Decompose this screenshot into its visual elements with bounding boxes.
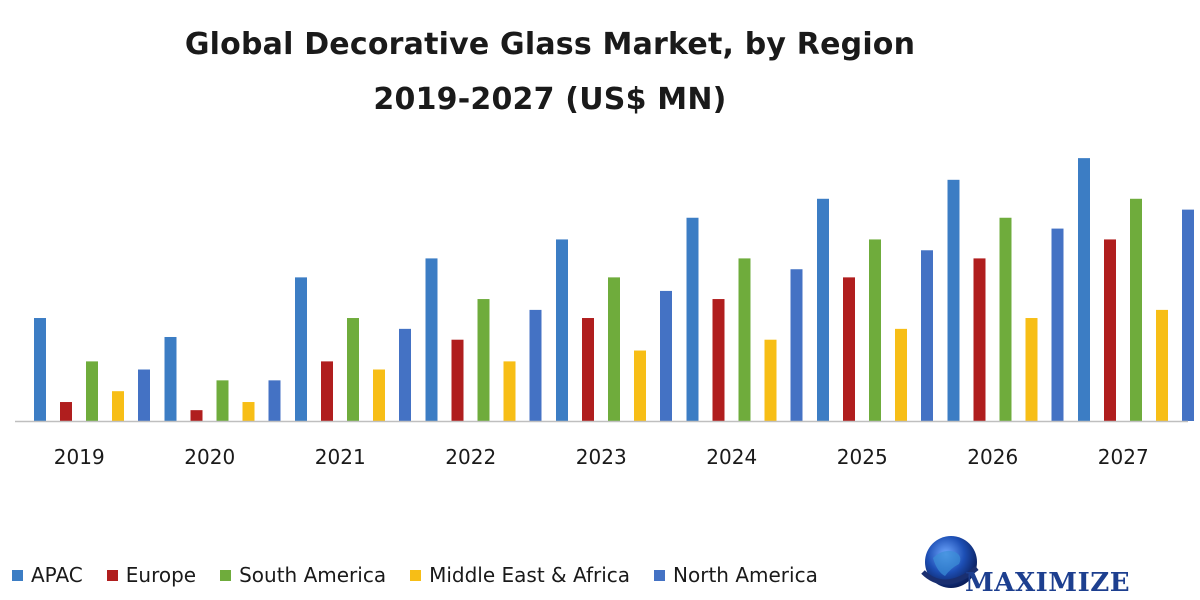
bar-south-america-2019 (86, 361, 98, 421)
bar-apac-2022 (425, 258, 438, 421)
bar-apac-2027 (1078, 158, 1090, 421)
x-tick-labels: 2019 2020 2021 2022 2023 2024 2025 2026 2027 (54, 445, 1149, 469)
bar-middle-east-africa-2027 (1156, 309, 1168, 421)
legend-swatch-apac (12, 569, 23, 581)
x-tick-label-2022: 2022 (445, 445, 496, 469)
bar-north-america-2019 (138, 369, 150, 421)
bar-europe-2021 (321, 361, 333, 421)
legend: APAC Europe South America Middle East & Afr… (12, 563, 842, 587)
bar-europe-2023 (582, 318, 594, 421)
bar-europe-2024 (712, 299, 725, 421)
legend-item-south-america: South America (220, 563, 386, 587)
x-tick-label-2026: 2026 (967, 445, 1018, 469)
bar-europe-2026 (973, 258, 986, 421)
legend-swatch-north-america (654, 569, 666, 581)
bar-south-america-2021 (347, 318, 359, 421)
bar-south-america-2025 (869, 239, 881, 421)
bar-group (34, 158, 1194, 421)
x-tick-label-2023: 2023 (576, 445, 627, 469)
bar-south-america-2024 (738, 258, 751, 421)
legend-swatch-south-america (220, 569, 232, 581)
bar-south-america-2027 (1130, 198, 1142, 421)
x-tick-label-2019: 2019 (54, 445, 105, 469)
bar-north-america-2021 (399, 328, 411, 421)
bar-south-america-2026 (999, 217, 1012, 421)
bar-apac-2026 (947, 179, 960, 421)
bar-middle-east-africa-2022 (503, 361, 516, 421)
bar-chart: 2019 2020 2021 2022 2023 2024 2025 2026 2027 (15, 158, 1194, 469)
maximize-logo: MAXIMIZE (915, 528, 1200, 600)
chart-title: Global Decorative Glass Market, by Regio… (184, 27, 916, 62)
bar-europe-2019 (60, 402, 72, 421)
bar-middle-east-africa-2025 (895, 328, 907, 421)
bar-south-america-2020 (216, 380, 229, 421)
bar-apac-2021 (295, 277, 307, 421)
bar-apac-2023 (556, 239, 568, 421)
bar-europe-2025 (843, 277, 855, 421)
bar-europe-2027 (1104, 239, 1116, 421)
legend-item-apac: APAC (12, 563, 83, 587)
bar-south-america-2022 (477, 299, 490, 421)
logo-text: MAXIMIZE (965, 568, 1131, 598)
bar-europe-2020 (190, 410, 203, 421)
legend-label: Middle East & Africa (429, 563, 631, 587)
bar-north-america-2026 (1051, 228, 1064, 421)
bar-north-america-2020 (268, 380, 281, 421)
chart-subtitle: 2019-2027 (US$ MN) (373, 82, 727, 117)
legend-swatch-europe (106, 569, 118, 581)
bar-north-america-2023 (660, 290, 672, 421)
legend-label: APAC (31, 563, 83, 587)
x-tick-label-2024: 2024 (706, 445, 757, 469)
bar-middle-east-africa-2021 (373, 369, 385, 421)
legend-item-middle-east-africa: Middle East & Africa (410, 563, 630, 587)
x-tick-label-2027: 2027 (1098, 445, 1149, 469)
bar-apac-2019 (34, 318, 46, 421)
bar-north-america-2027 (1182, 209, 1194, 421)
x-tick-label-2025: 2025 (837, 445, 888, 469)
legend-label: South America (239, 563, 387, 587)
legend-item-north-america: North America (654, 563, 818, 587)
x-tick-label-2020: 2020 (184, 445, 235, 469)
bar-apac-2024 (686, 217, 699, 421)
globe-icon (921, 536, 979, 588)
bar-middle-east-africa-2019 (112, 391, 124, 421)
legend-label: North America (673, 563, 818, 587)
bar-south-america-2023 (608, 277, 620, 421)
bar-middle-east-africa-2024 (764, 339, 777, 421)
legend-item-europe: Europe (106, 563, 197, 587)
legend-label: Europe (125, 563, 197, 587)
bar-middle-east-africa-2026 (1025, 318, 1038, 421)
bar-apac-2025 (817, 198, 829, 421)
bar-europe-2022 (451, 339, 464, 421)
bar-middle-east-africa-2020 (242, 402, 255, 421)
legend-swatch-middle-east-africa (410, 569, 422, 581)
bar-north-america-2024 (790, 269, 803, 421)
x-tick-label-2021: 2021 (315, 445, 366, 469)
bar-apac-2020 (164, 336, 177, 421)
bar-north-america-2022 (529, 309, 542, 421)
bar-middle-east-africa-2023 (634, 350, 646, 421)
bar-north-america-2025 (921, 250, 933, 421)
